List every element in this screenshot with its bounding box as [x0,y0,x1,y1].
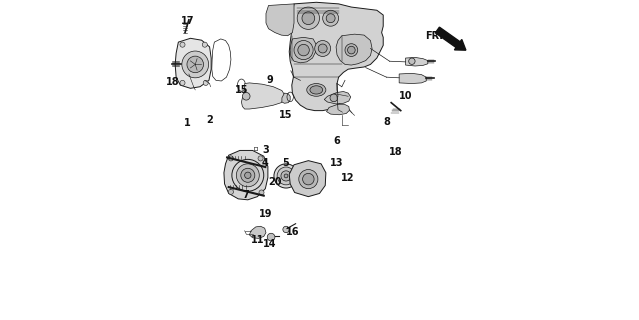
Circle shape [259,190,264,195]
Circle shape [299,170,318,189]
Polygon shape [289,2,383,111]
Polygon shape [266,4,294,36]
Ellipse shape [307,84,326,96]
Circle shape [294,41,313,60]
Text: 8: 8 [383,117,390,127]
Text: 20: 20 [268,177,282,187]
Text: 19: 19 [259,209,272,219]
Circle shape [241,168,255,182]
Circle shape [326,14,335,23]
Text: FR.: FR. [425,31,443,41]
Polygon shape [406,57,428,66]
Text: 2: 2 [206,115,213,125]
Circle shape [318,44,327,53]
Polygon shape [327,104,350,115]
Text: 14: 14 [263,239,277,249]
Polygon shape [249,226,266,238]
Circle shape [180,42,185,47]
Circle shape [330,94,337,102]
Circle shape [187,56,204,73]
Polygon shape [224,150,268,200]
Circle shape [203,80,208,85]
Circle shape [228,156,233,161]
Polygon shape [399,73,426,84]
Circle shape [409,58,415,64]
Text: 1: 1 [184,118,190,128]
Text: 12: 12 [341,172,355,182]
Text: 17: 17 [181,16,194,27]
Ellipse shape [310,86,323,94]
Text: 18: 18 [166,77,179,87]
Polygon shape [282,93,290,103]
Polygon shape [336,34,372,65]
Circle shape [345,44,358,56]
Text: 6: 6 [334,136,341,146]
Circle shape [274,164,298,188]
Circle shape [242,92,250,100]
Circle shape [236,164,259,187]
Polygon shape [289,161,326,197]
Circle shape [258,156,263,161]
Circle shape [180,80,185,85]
Text: 15: 15 [235,85,248,95]
Text: 11: 11 [250,235,264,245]
Text: 3: 3 [262,146,269,156]
Circle shape [203,42,207,47]
Circle shape [302,12,315,25]
Text: 7: 7 [242,190,249,200]
Circle shape [267,233,275,241]
Text: 16: 16 [286,227,299,237]
Circle shape [315,41,330,56]
Polygon shape [290,37,316,63]
Circle shape [283,226,289,233]
Text: 13: 13 [330,158,344,168]
Polygon shape [242,83,284,109]
Circle shape [245,172,251,179]
Circle shape [182,51,208,78]
Polygon shape [175,38,211,88]
Polygon shape [324,92,351,104]
Text: 10: 10 [399,91,412,101]
Text: 15: 15 [279,110,293,120]
FancyArrow shape [435,27,466,50]
Circle shape [348,46,355,54]
Circle shape [281,171,291,181]
Circle shape [228,189,233,195]
Circle shape [303,173,314,185]
Text: 4: 4 [262,158,269,168]
Circle shape [298,44,309,56]
Circle shape [277,167,295,185]
Text: 5: 5 [282,158,289,168]
Text: 18: 18 [389,147,403,157]
Circle shape [323,10,339,26]
Circle shape [284,174,288,178]
Circle shape [297,7,320,29]
Text: 9: 9 [266,75,273,85]
